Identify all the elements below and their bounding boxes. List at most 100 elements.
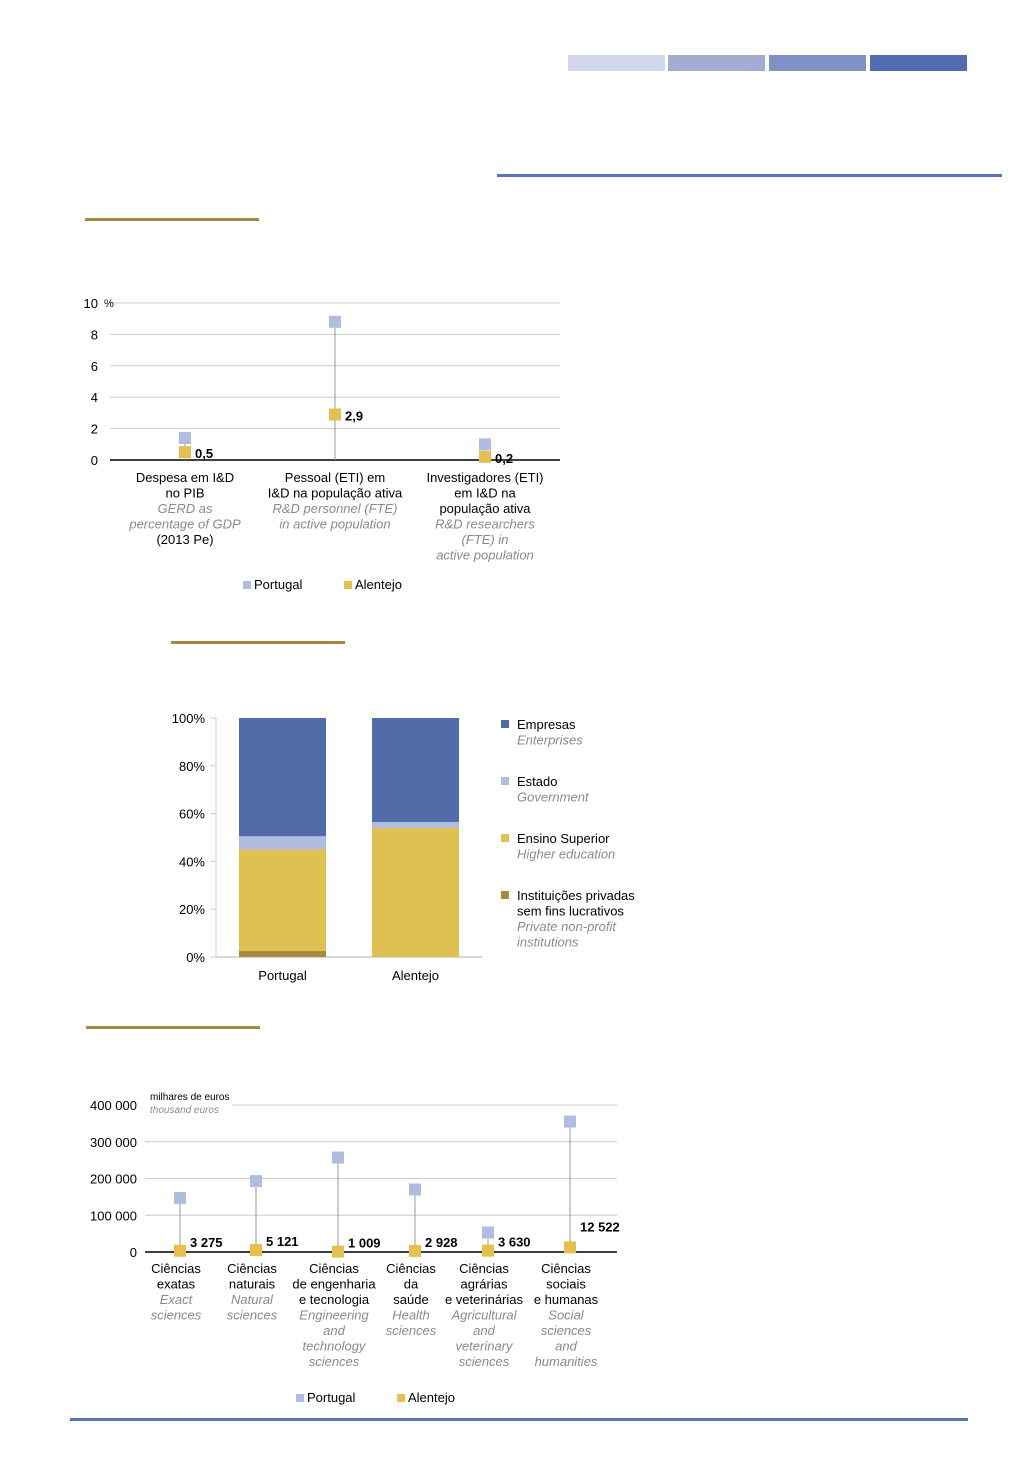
category-label-en: percentage of GDP [128,517,241,532]
legend-swatch-alentejo [344,581,352,589]
marker-portugal [479,438,491,451]
category-label-en: Engineering [299,1308,369,1323]
category-label-en: Social [548,1308,585,1323]
y-tick-label: 10 [84,296,98,311]
y-tick-label: 100% [172,711,206,726]
category-label-en: Natural [231,1292,274,1307]
category-label: no PIB [165,486,204,501]
section-rule-2 [171,641,345,644]
y-tick-label: 400 000 [90,1098,137,1113]
legend-label-en: Higher education [517,847,615,862]
category-label: exatas [157,1277,196,1292]
category-label-en: and [323,1323,345,1338]
category-label-en: and [473,1323,495,1338]
category-label-en: sciences [459,1354,510,1369]
y-tick-label: 0 [91,453,98,468]
marker-portugal [250,1175,262,1188]
category-label: e humanas [534,1292,599,1307]
header-band-4 [870,55,967,71]
category-label: população ativa [439,501,531,516]
y-tick-label: 60% [179,807,205,822]
data-label: 0,2 [495,451,513,466]
header-rule [497,174,1002,177]
marker-portugal [329,315,341,328]
legend-label: Portugal [307,1390,356,1405]
category-label: sociais [546,1277,586,1292]
category-label-en: and [555,1339,577,1354]
data-label: 3 275 [190,1235,223,1250]
y-tick-label: 20% [179,902,205,917]
bar-segment [239,849,326,952]
category-label: Ciências [151,1261,201,1276]
data-label: 0,5 [195,446,213,461]
category-label: Despesa em I&D [136,470,234,485]
category-label-en: (FTE) in [462,532,509,547]
y-tick-label: 0 [130,1245,137,1260]
category-label: em I&D na [454,486,516,501]
marker-portugal [564,1115,576,1128]
category-label-en: in active population [279,517,390,532]
legend-label: Empresas [517,717,576,732]
y-tick-label: 2 [91,422,98,437]
data-label: 2,9 [345,408,363,423]
category-label: Ciências [309,1261,359,1276]
y-tick-label: 100 000 [90,1208,137,1223]
y-unit-label-en: thousand euros [150,1105,219,1116]
data-label: 2 928 [425,1235,458,1250]
marker-alentejo [179,446,191,459]
category-label-en: humanities [535,1354,598,1369]
category-label: agrárias [461,1277,508,1292]
category-label: Ciências [227,1261,277,1276]
y-tick-label: 200 000 [90,1172,137,1187]
header-band-3 [769,55,866,71]
category-label: Ciências [541,1261,591,1276]
category-label: de engenharia [292,1277,376,1292]
category-label: Ciências [386,1261,436,1276]
data-label: 1 009 [348,1236,381,1251]
category-label: Alentejo [392,968,439,983]
y-tick-label: 40% [179,854,205,869]
legend-label: Instituições privadas [517,888,635,903]
y-tick-label: 80% [179,759,205,774]
category-label-en: sciences [151,1308,202,1323]
category-label-en: R&D researchers [435,517,535,532]
y-unit-label: % [104,298,114,310]
legend-label-en: institutions [517,935,579,950]
header-band-1 [568,55,665,71]
marker-alentejo [482,1244,494,1257]
category-label: e veterinárias [445,1292,524,1307]
y-tick-label: 4 [91,390,98,405]
category-label: da [404,1277,419,1292]
legend-swatch-portugal [296,1394,304,1402]
y-tick-label: 300 000 [90,1135,137,1150]
category-label: naturais [229,1277,276,1292]
legend-label: Portugal [254,577,303,592]
bar-segment [239,718,326,837]
legend-swatch [501,834,509,842]
marker-alentejo [409,1244,421,1257]
legend-label: Alentejo [408,1390,455,1405]
legend-swatch-portugal [243,581,251,589]
category-label: I&D na população ativa [268,486,403,501]
legend-label: sem fins lucrativos [517,904,624,919]
marker-portugal [482,1226,494,1239]
category-label: Investigadores (ETI) [426,470,543,485]
marker-portugal [409,1183,421,1196]
category-label-en: sciences [309,1354,360,1369]
marker-portugal [179,432,191,445]
marker-alentejo [174,1244,186,1257]
category-label: Ciências [459,1261,509,1276]
category-label-en: R&D personnel (FTE) [273,501,398,516]
legend-swatch [501,720,509,728]
section-rule-3 [86,1026,260,1029]
y-tick-label: 6 [91,359,98,374]
bar-segment [372,821,459,828]
bar-segment [372,718,459,822]
footer-rule [70,1418,968,1421]
marker-alentejo [329,408,341,421]
category-label-en: Exact [160,1292,194,1307]
category-label-en: veterinary [455,1339,514,1354]
legend-label-en: Private non-profit [517,919,617,934]
category-note: (2013 Pe) [156,532,213,547]
